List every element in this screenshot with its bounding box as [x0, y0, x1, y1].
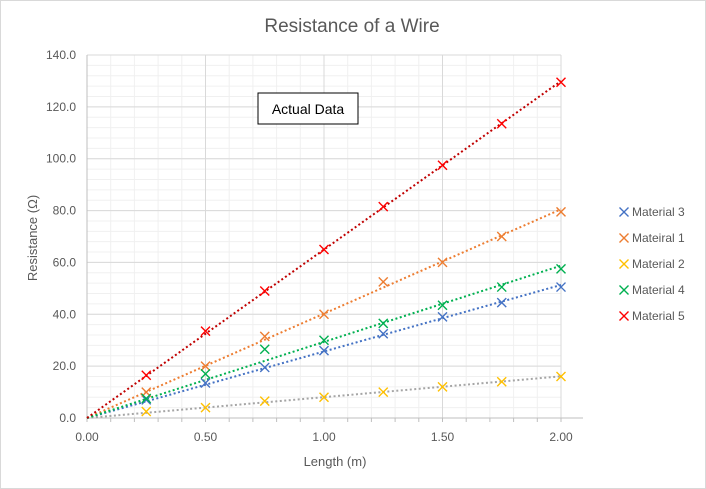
- data-point: [378, 276, 389, 287]
- y-tick-label: 120.0: [46, 100, 76, 114]
- legend-item: Material 2: [619, 257, 685, 271]
- data-point: [556, 263, 566, 274]
- y-tick-label: 0.0: [59, 411, 76, 425]
- data-point: [259, 396, 270, 407]
- data-point: [378, 328, 389, 339]
- data-point: [200, 368, 211, 379]
- annotation-box: Actual Data: [257, 92, 359, 125]
- data-point: [200, 378, 211, 388]
- data-point: [556, 371, 566, 382]
- data-point: [556, 282, 566, 293]
- legend-item: Material 5: [619, 309, 685, 323]
- data-point: [141, 406, 152, 417]
- y-tick-labels: 0.0 20.0 40.0 60.0 80.0 100.0 120.0 140.0: [46, 48, 76, 425]
- legend-label: Material 5: [632, 309, 685, 323]
- y-tick-label: 100.0: [46, 152, 76, 166]
- x-tick-label: 0.00: [75, 430, 99, 444]
- data-point: [437, 300, 448, 311]
- data-point: [141, 370, 152, 381]
- data-point: [437, 311, 448, 322]
- x-tick-label: 1.50: [431, 430, 455, 444]
- legend: Material 3 Mateiral 1 Material 2 Material 4…: [619, 205, 685, 323]
- data-point: [259, 362, 270, 373]
- data-point: [259, 331, 270, 342]
- data-point: [319, 392, 329, 403]
- data-point: [259, 285, 270, 296]
- data-point: [437, 257, 448, 268]
- legend-label: Mateiral 1: [632, 231, 685, 245]
- annotation-text: Actual Data: [272, 101, 345, 117]
- data-point: [200, 402, 211, 413]
- x-tick-label: 2.00: [549, 430, 573, 444]
- data-point: [200, 326, 211, 337]
- data-point: [378, 318, 389, 329]
- data-point: [319, 244, 329, 255]
- y-tick-label: 20.0: [53, 359, 77, 373]
- x-tick-labels: 0.00 0.50 1.00 1.50 2.00: [75, 430, 573, 444]
- trendline: [86, 375, 562, 419]
- x-tick-label: 1.00: [312, 430, 336, 444]
- legend-marker: [619, 311, 629, 321]
- legend-marker: [619, 233, 629, 243]
- data-point: [437, 160, 448, 171]
- data-point: [378, 387, 389, 398]
- trendline: [86, 264, 562, 419]
- data-point: [556, 77, 566, 88]
- data-point: [556, 206, 566, 217]
- data-point: [319, 335, 329, 346]
- axes: [86, 55, 583, 422]
- y-tick-label: 40.0: [53, 307, 77, 321]
- legend-item: Mateiral 1: [619, 231, 685, 245]
- data-point: [319, 309, 329, 320]
- y-axis-title: Resistance (Ω): [25, 195, 40, 281]
- trendline: [86, 283, 562, 419]
- data-point: [496, 118, 507, 129]
- data-point: [496, 231, 507, 242]
- y-tick-label: 80.0: [53, 204, 77, 218]
- data-point: [319, 345, 329, 356]
- legend-label: Material 2: [632, 257, 685, 271]
- trendlines: [86, 80, 562, 419]
- legend-item: Material 4: [619, 283, 685, 297]
- trendline: [86, 208, 562, 419]
- x-tick-label: 0.50: [194, 430, 218, 444]
- y-tick-label: 60.0: [53, 255, 77, 269]
- data-markers: [141, 77, 566, 417]
- data-point: [259, 344, 270, 355]
- chart-title: Resistance of a Wire: [264, 16, 439, 37]
- annotation-frame: [257, 92, 359, 125]
- y-tick-label: 140.0: [46, 48, 76, 62]
- data-point: [200, 361, 211, 372]
- legend-marker: [619, 207, 629, 217]
- data-point: [496, 297, 507, 308]
- x-axis-title: Length (m): [304, 454, 367, 469]
- legend-item: Material 3: [619, 205, 685, 219]
- data-point: [141, 393, 152, 404]
- data-point: [437, 381, 448, 392]
- data-point: [141, 394, 152, 405]
- data-point: [496, 376, 507, 387]
- data-point: [378, 201, 389, 212]
- legend-marker: [619, 285, 629, 295]
- legend-label: Material 4: [632, 283, 685, 297]
- legend-marker: [619, 259, 629, 269]
- data-point: [496, 282, 507, 293]
- legend-label: Material 3: [632, 205, 685, 219]
